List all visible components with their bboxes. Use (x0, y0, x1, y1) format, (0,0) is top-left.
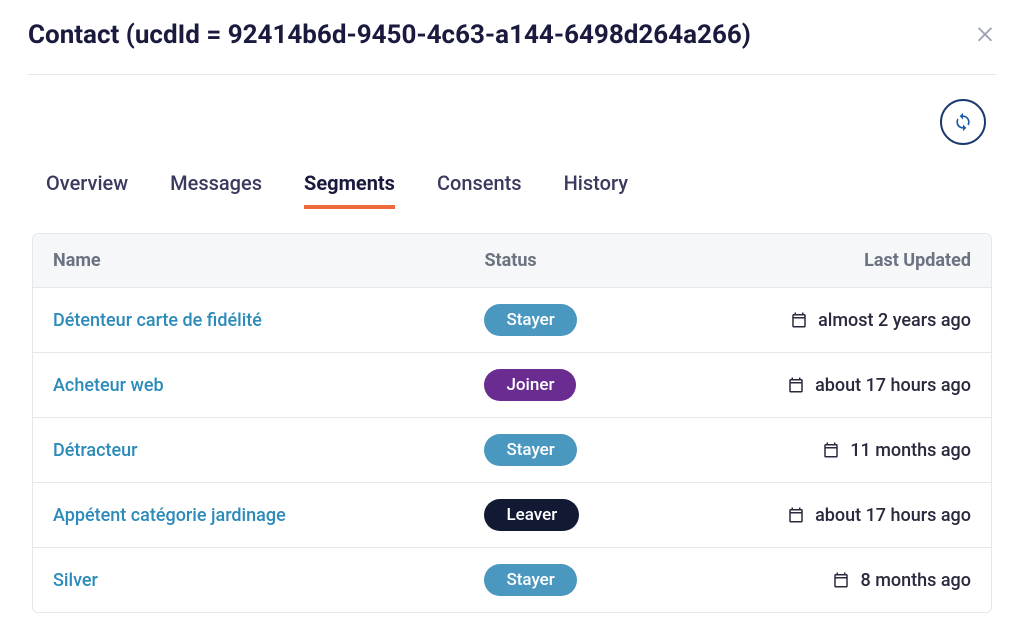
status-badge: Stayer (484, 304, 576, 336)
col-header-updated: Last Updated (677, 250, 971, 271)
segment-link[interactable]: Acheteur web (53, 375, 164, 396)
calendar-icon (790, 311, 808, 329)
last-updated: 8 months ago (677, 570, 971, 591)
table-row: Acheteur web Joiner about 17 hours ago (33, 353, 991, 418)
tab-consents[interactable]: Consents (437, 171, 522, 209)
tab-overview[interactable]: Overview (46, 171, 128, 209)
refresh-button[interactable] (940, 99, 986, 145)
tab-history[interactable]: History (564, 171, 628, 209)
table-row: Appétent catégorie jardinage Leaver about … (33, 483, 991, 548)
tabs-container: Overview Messages Segments Consents History (28, 163, 996, 209)
col-header-status: Status (484, 250, 677, 271)
table-row: Détenteur carte de fidélité Stayer almost … (33, 288, 991, 353)
close-icon (974, 22, 996, 44)
calendar-icon (787, 376, 805, 394)
last-updated: about 17 hours ago (677, 375, 971, 396)
status-badge: Leaver (484, 499, 579, 531)
status-badge: Joiner (484, 369, 576, 401)
calendar-icon (832, 571, 850, 589)
close-button[interactable] (974, 21, 996, 49)
col-header-name: Name (53, 250, 484, 271)
segment-link[interactable]: Détracteur (53, 440, 138, 461)
refresh-icon (953, 112, 973, 132)
segment-link[interactable]: Appétent catégorie jardinage (53, 505, 286, 526)
tab-segments[interactable]: Segments (304, 171, 395, 209)
calendar-icon (787, 506, 805, 524)
calendar-icon (822, 441, 840, 459)
last-updated: 11 months ago (677, 440, 971, 461)
page-title: Contact (ucdId = 92414b6d-9450-4c63-a144… (28, 20, 751, 50)
last-updated: almost 2 years ago (677, 310, 971, 331)
segment-link[interactable]: Silver (53, 570, 98, 591)
segment-link[interactable]: Détenteur carte de fidélité (53, 310, 262, 331)
status-badge: Stayer (484, 434, 576, 466)
status-badge: Stayer (484, 564, 576, 596)
table-row: Silver Stayer 8 months ago (33, 548, 991, 612)
tab-messages[interactable]: Messages (170, 171, 262, 209)
segments-table: Name Status Last Updated Détenteur carte… (32, 233, 992, 613)
last-updated: about 17 hours ago (677, 505, 971, 526)
table-row: Détracteur Stayer 11 months ago (33, 418, 991, 483)
table-header: Name Status Last Updated (33, 234, 991, 288)
